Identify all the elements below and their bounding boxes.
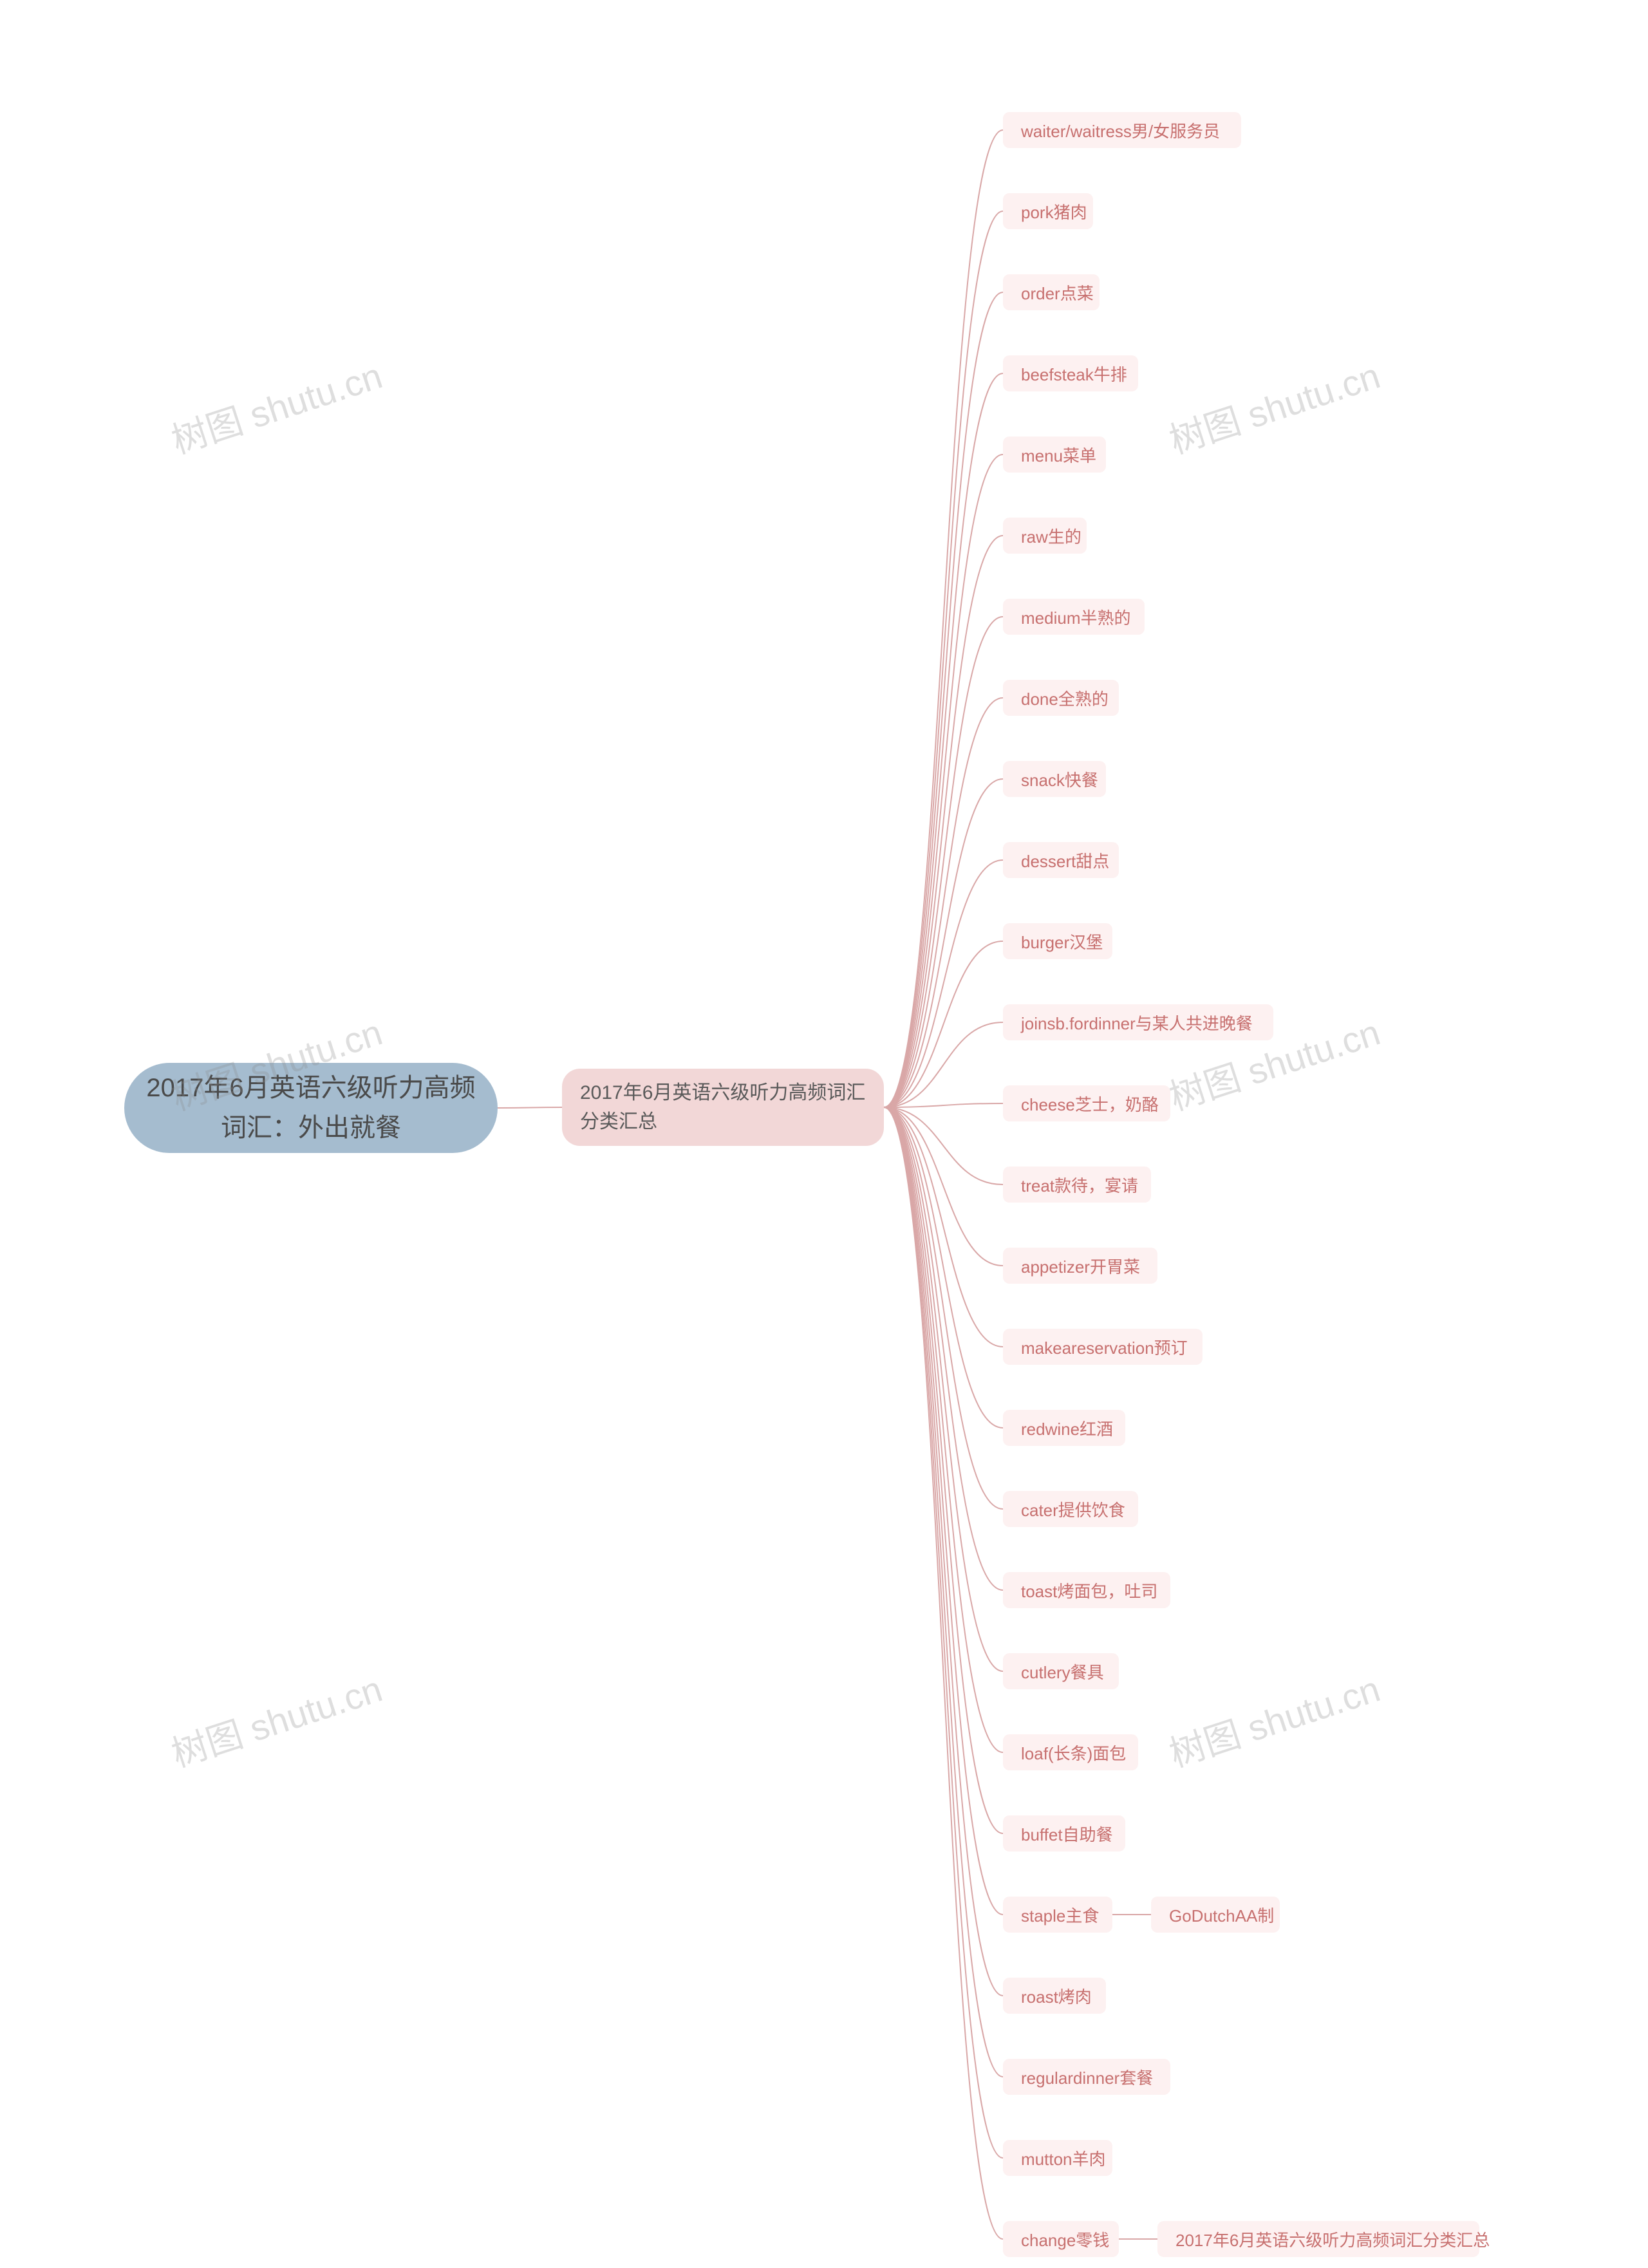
leaf-node-17[interactable]: cater提供饮食 <box>1003 1491 1138 1527</box>
leaf-node-9-label: dessert甜点 <box>1021 848 1109 872</box>
branch-node[interactable]: 2017年6月英语六级听力高频词汇分类汇总 <box>562 1069 884 1146</box>
leaf-node-13-label: treat款待，宴请 <box>1021 1173 1138 1197</box>
leaf-node-15-label: makeareservation预订 <box>1021 1335 1188 1359</box>
leaf-node-18[interactable]: toast烤面包，吐司 <box>1003 1572 1170 1608</box>
leaf-node-16-label: redwine红酒 <box>1021 1416 1113 1440</box>
leaf-node-22-child-0-label: GoDutchAA制 <box>1169 1903 1274 1927</box>
leaf-node-24[interactable]: regulardinner套餐 <box>1003 2059 1170 2095</box>
leaf-node-14[interactable]: appetizer开胃菜 <box>1003 1248 1157 1284</box>
leaf-node-6[interactable]: medium半熟的 <box>1003 599 1145 635</box>
leaf-node-12-label: cheese芝士，奶酪 <box>1021 1092 1159 1116</box>
leaf-node-23[interactable]: roast烤肉 <box>1003 1978 1106 2014</box>
leaf-node-13[interactable]: treat款待，宴请 <box>1003 1167 1151 1203</box>
root-node-label: 2017年6月英语六级听力高频词汇：外出就餐 <box>142 1068 480 1148</box>
leaf-node-20-label: loaf(长条)面包 <box>1021 1741 1126 1765</box>
leaf-node-21[interactable]: buffet自助餐 <box>1003 1815 1125 1851</box>
leaf-node-0[interactable]: waiter/waitress男/女服务员 <box>1003 112 1241 148</box>
leaf-node-2-label: order点菜 <box>1021 281 1094 305</box>
leaf-node-5[interactable]: raw生的 <box>1003 518 1087 554</box>
leaf-node-23-label: roast烤肉 <box>1021 1984 1092 2008</box>
leaf-node-12[interactable]: cheese芝士，奶酪 <box>1003 1085 1170 1121</box>
mindmap-canvas: 2017年6月英语六级听力高频词汇：外出就餐 2017年6月英语六级听力高频词汇分… <box>0 0 1648 2268</box>
leaf-node-26-child-0-label: 2017年6月英语六级听力高频词汇分类汇总 <box>1175 2227 1490 2251</box>
leaf-node-24-label: regulardinner套餐 <box>1021 2065 1153 2089</box>
leaf-node-17-label: cater提供饮食 <box>1021 1497 1125 1521</box>
watermark-5: 树图 shutu.cn <box>1162 1660 1386 1777</box>
leaf-node-25[interactable]: mutton羊肉 <box>1003 2140 1112 2176</box>
leaf-node-26[interactable]: change零钱 <box>1003 2221 1119 2257</box>
leaf-node-11-label: joinsb.fordinner与某人共进晚餐 <box>1021 1011 1253 1035</box>
leaf-node-10[interactable]: burger汉堡 <box>1003 923 1112 959</box>
leaf-node-2[interactable]: order点菜 <box>1003 274 1100 310</box>
leaf-node-4[interactable]: menu菜单 <box>1003 436 1106 473</box>
watermark-1: 树图 shutu.cn <box>1162 347 1386 464</box>
leaf-node-8[interactable]: snack快餐 <box>1003 761 1106 797</box>
leaf-node-26-child-0[interactable]: 2017年6月英语六级听力高频词汇分类汇总 <box>1157 2221 1479 2257</box>
leaf-node-15[interactable]: makeareservation预订 <box>1003 1329 1203 1365</box>
watermark-0: 树图 shutu.cn <box>164 347 388 464</box>
leaf-node-16[interactable]: redwine红酒 <box>1003 1410 1125 1446</box>
leaf-node-0-label: waiter/waitress男/女服务员 <box>1021 118 1220 142</box>
leaf-node-22-label: staple主食 <box>1021 1903 1099 1927</box>
leaf-node-14-label: appetizer开胃菜 <box>1021 1254 1140 1278</box>
leaf-node-21-label: buffet自助餐 <box>1021 1822 1113 1846</box>
leaf-node-22-child-0[interactable]: GoDutchAA制 <box>1151 1897 1280 1933</box>
leaf-node-8-label: snack快餐 <box>1021 767 1098 791</box>
leaf-node-4-label: menu菜单 <box>1021 443 1096 467</box>
leaf-node-9[interactable]: dessert甜点 <box>1003 842 1119 878</box>
leaf-node-19[interactable]: cutlery餐具 <box>1003 1653 1119 1689</box>
leaf-node-1-label: pork猪肉 <box>1021 200 1087 223</box>
leaf-node-25-label: mutton羊肉 <box>1021 2146 1106 2170</box>
leaf-node-26-label: change零钱 <box>1021 2227 1109 2251</box>
leaf-node-18-label: toast烤面包，吐司 <box>1021 1579 1157 1602</box>
leaf-node-3[interactable]: beefsteak牛排 <box>1003 355 1138 391</box>
leaf-node-6-label: medium半熟的 <box>1021 605 1130 629</box>
leaf-node-10-label: burger汉堡 <box>1021 930 1103 953</box>
leaf-node-20[interactable]: loaf(长条)面包 <box>1003 1734 1138 1770</box>
leaf-node-3-label: beefsteak牛排 <box>1021 362 1127 386</box>
leaf-node-7-label: done全熟的 <box>1021 686 1109 710</box>
leaf-node-7[interactable]: done全熟的 <box>1003 680 1119 716</box>
leaf-node-5-label: raw生的 <box>1021 524 1082 548</box>
leaf-node-22[interactable]: staple主食 <box>1003 1897 1112 1933</box>
root-node[interactable]: 2017年6月英语六级听力高频词汇：外出就餐 <box>124 1063 498 1153</box>
branch-node-label: 2017年6月英语六级听力高频词汇分类汇总 <box>580 1078 866 1136</box>
leaf-node-19-label: cutlery餐具 <box>1021 1660 1104 1683</box>
leaf-node-11[interactable]: joinsb.fordinner与某人共进晚餐 <box>1003 1004 1273 1040</box>
watermark-4: 树图 shutu.cn <box>164 1660 388 1777</box>
leaf-node-1[interactable]: pork猪肉 <box>1003 193 1093 229</box>
